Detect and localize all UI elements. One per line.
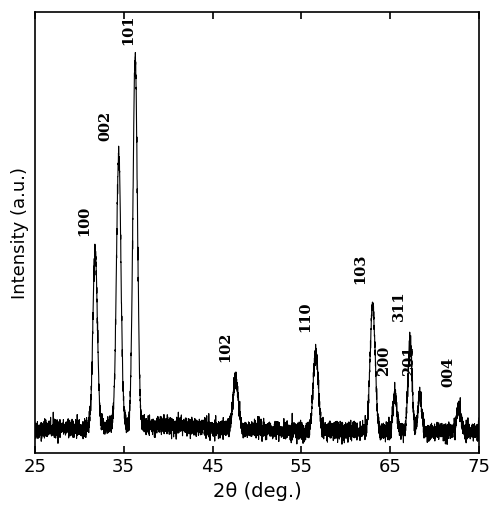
Text: 002: 002 [98, 111, 112, 141]
Y-axis label: Intensity (a.u.): Intensity (a.u.) [11, 167, 29, 299]
Text: 110: 110 [298, 302, 312, 332]
Text: 103: 103 [353, 254, 366, 284]
Text: 004: 004 [440, 357, 454, 387]
Text: 101: 101 [121, 15, 135, 45]
Text: 200: 200 [376, 346, 390, 376]
Text: 311: 311 [391, 290, 405, 321]
Text: 102: 102 [217, 331, 231, 361]
Text: 201: 201 [401, 346, 415, 376]
Text: 100: 100 [77, 206, 91, 237]
X-axis label: 2θ (deg.): 2θ (deg.) [212, 482, 301, 501]
